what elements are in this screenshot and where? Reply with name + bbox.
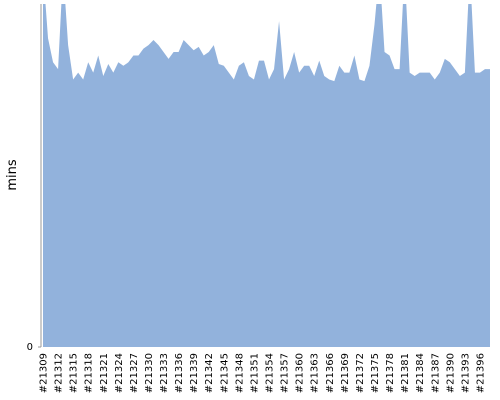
x-tick-label: #21351 <box>249 353 260 393</box>
x-tick-label: #21318 <box>84 353 95 393</box>
x-tick-label: #21309 <box>39 353 50 393</box>
x-tick-label: #21336 <box>174 353 185 393</box>
x-tick-label: #21363 <box>310 353 321 393</box>
x-tick-label: #21390 <box>445 353 456 393</box>
plot-area <box>43 4 490 347</box>
x-tick-label: #21375 <box>370 353 381 393</box>
x-tick-label: #21342 <box>204 353 215 393</box>
y-tick-label: 0 <box>27 342 33 353</box>
x-tick-label: #21372 <box>355 353 366 393</box>
x-tick-label: #21312 <box>54 353 65 393</box>
x-tick-label: #21354 <box>265 353 276 393</box>
x-tick-label: #21378 <box>385 353 396 393</box>
x-tick-label: #21333 <box>159 353 170 393</box>
x-tick-label: #21315 <box>69 353 80 393</box>
x-tick-label: #21381 <box>400 353 411 393</box>
x-tick-label: #21348 <box>234 353 245 393</box>
y-axis-label: mins <box>5 159 20 191</box>
x-tick-label: #21384 <box>415 353 426 393</box>
x-tick-label: #21360 <box>295 353 306 393</box>
x-tick-label: #21330 <box>144 353 155 393</box>
area <box>43 4 490 347</box>
x-tick-label: #21366 <box>325 353 336 393</box>
x-tick-label: #21357 <box>280 353 291 393</box>
x-tick-label: #21369 <box>340 353 351 393</box>
x-tick-label: #21321 <box>99 353 110 393</box>
x-tick-label: #21387 <box>430 353 441 393</box>
x-tick-label: #21324 <box>114 353 125 393</box>
x-tick-label: #21345 <box>219 353 230 393</box>
x-tick-label: #21393 <box>460 353 471 393</box>
x-tick-label: #21339 <box>189 353 200 393</box>
x-tick-label: #21327 <box>129 353 140 393</box>
x-tick-label: #21396 <box>475 353 486 393</box>
